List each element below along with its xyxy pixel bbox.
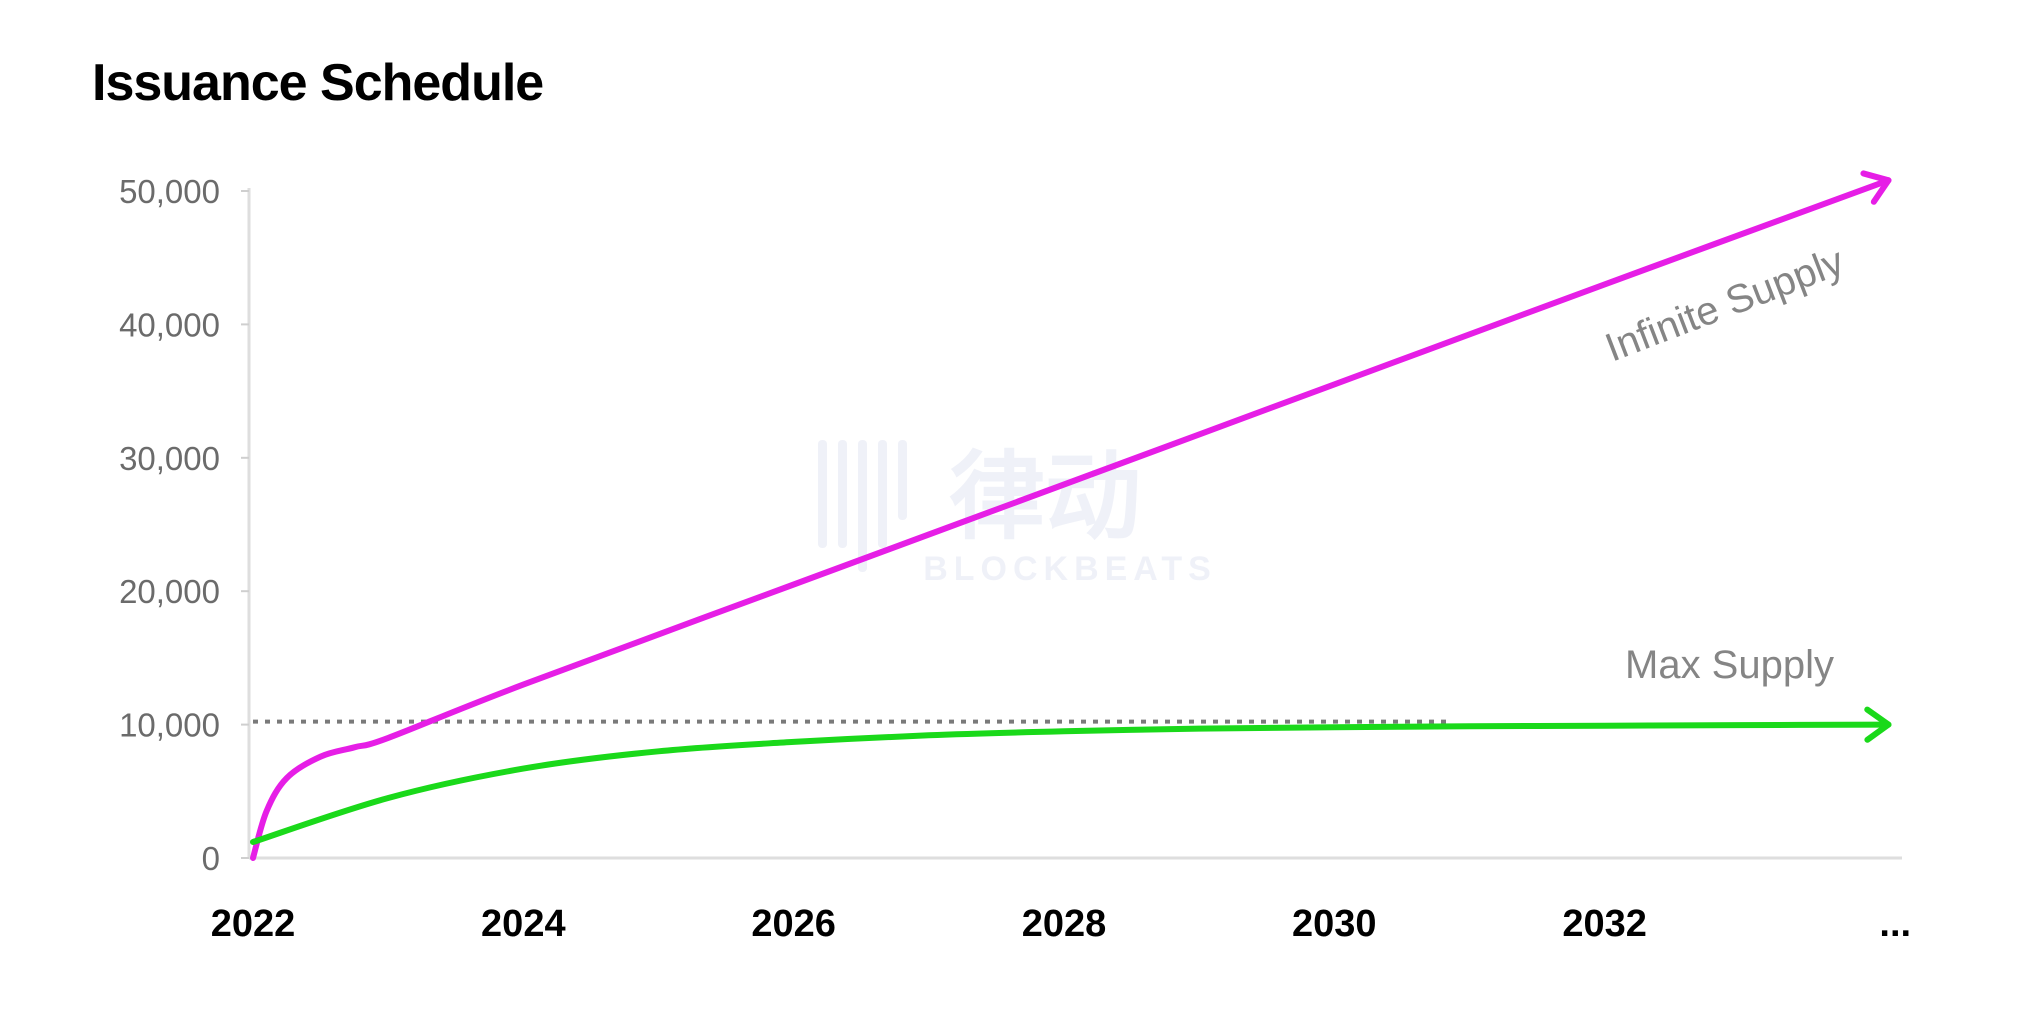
x-tick-label: ... xyxy=(1879,903,1911,945)
series-arrow-max-supply xyxy=(1864,706,1892,743)
y-axis-ticks: 0 10,000 20,000 30,000 40,000 50,000 xyxy=(119,173,249,877)
y-tick-label: 20,000 xyxy=(119,573,220,610)
y-tick-label: 10,000 xyxy=(119,707,220,744)
y-tick-label: 30,000 xyxy=(119,440,220,477)
x-tick-label: 2028 xyxy=(1022,903,1107,945)
series-arrow-infinite-supply xyxy=(1860,170,1892,205)
x-tick-label: 2032 xyxy=(1562,903,1647,945)
y-tick-label: 40,000 xyxy=(119,306,220,343)
x-tick-label: 2024 xyxy=(481,903,566,945)
y-tick-label: 0 xyxy=(202,840,220,877)
series-layer xyxy=(250,170,1892,861)
y-tick-label: 50,000 xyxy=(119,173,220,210)
x-tick-label: 2026 xyxy=(751,903,836,945)
series-line-max-supply xyxy=(250,721,1892,845)
x-tick-label: 2022 xyxy=(211,903,296,945)
series-label-max-supply: Max Supply xyxy=(1625,643,1834,687)
watermark-brand: 律动 xyxy=(949,441,1141,553)
series-line-infinite-supply xyxy=(250,177,1892,861)
chart-title: Issuance Schedule xyxy=(92,54,543,112)
watermark-text: BLOCKBEATS xyxy=(923,550,1217,588)
blockbeats-watermark: 律动 BLOCKBEATS xyxy=(818,440,1217,588)
series-label-infinite-supply: Infinite Supply xyxy=(1599,239,1849,370)
x-tick-label: 2030 xyxy=(1292,903,1377,945)
x-axis-ticks: 2022 2024 2026 2028 2030 2032... xyxy=(211,903,1911,945)
